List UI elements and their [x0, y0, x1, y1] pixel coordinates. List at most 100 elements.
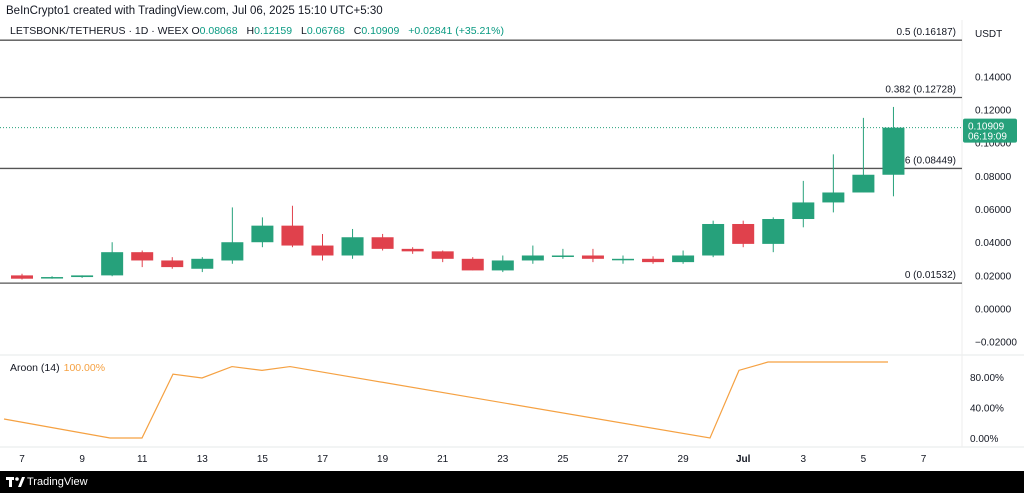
candle-19 [581, 248, 604, 263]
candles[interactable] [11, 106, 905, 280]
candle-body-8 [251, 225, 274, 243]
candle-3 [101, 242, 124, 277]
candle-20 [612, 255, 634, 264]
aroon-value: 100.00% [63, 362, 106, 374]
price-tick-1: 0.12000 [975, 106, 1012, 117]
candle-body-23 [702, 223, 725, 256]
price-tick-6: 0.02000 [975, 271, 1012, 282]
candle-10 [311, 233, 334, 261]
tradingview-logo-icon [6, 477, 25, 487]
candle-13 [401, 247, 424, 254]
candle-body-9 [281, 225, 304, 246]
time-label-15: 7 [921, 454, 927, 465]
candle-body-7 [221, 242, 244, 261]
candle-body-0 [11, 275, 33, 279]
candle-body-21 [642, 258, 665, 263]
time-label-3: 13 [197, 454, 209, 465]
candle-28 [852, 117, 875, 193]
tradingview-footer: TradingView [0, 471, 1024, 493]
candle-21 [642, 256, 665, 264]
candle-2 [71, 275, 94, 278]
close-value: 0.10909 [361, 25, 400, 37]
time-label-1: 9 [79, 454, 85, 465]
low-label: L [301, 25, 307, 37]
time-label-4: 15 [257, 454, 269, 465]
candle-16 [491, 255, 514, 273]
candle-24 [732, 220, 755, 248]
time-label-13: 3 [801, 454, 807, 465]
candle-body-24 [732, 223, 755, 244]
time-label-12: Jul [736, 454, 751, 465]
low-value: 0.06768 [306, 25, 345, 37]
candle-body-16 [491, 260, 514, 271]
candle-body-26 [792, 202, 815, 220]
candle-body-4 [131, 252, 154, 261]
candle-body-17 [521, 255, 544, 261]
candle-11 [341, 228, 364, 259]
price-axis[interactable]: USDT 0.14000 0.12000 0.10000 0.08000 0.06000 0… [963, 29, 1017, 349]
aroon-tick-1: 40.00% [970, 404, 1004, 415]
chart-credit: BeInCrypto1 created with TradingView.com… [6, 5, 383, 17]
symbol-ohlc-line: LETSBONK/TETHERUS · 1D · WEEX O0.08068 H… [10, 25, 504, 37]
time-axis[interactable]: 7 9 11 13 15 17 19 21 23 25 27 29 Jul 3 5 7 [19, 454, 927, 465]
candle-7 [221, 207, 244, 264]
candle-body-10 [311, 245, 334, 256]
candle-body-22 [672, 255, 695, 263]
grid [0, 20, 1024, 448]
candle-body-12 [371, 237, 394, 249]
candle-9 [281, 205, 304, 248]
bar-countdown: 06:19:09 [968, 132, 1007, 143]
aroon-legend[interactable]: Aroon (14) 100.00% [10, 362, 105, 374]
time-label-7: 21 [437, 454, 449, 465]
fib-label-1: 0.382 (0.12728) [885, 85, 956, 96]
candle-body-11 [341, 237, 364, 256]
candle-17 [521, 245, 544, 264]
time-label-6: 19 [377, 454, 389, 465]
aroon-tick-0: 80.00% [970, 373, 1004, 384]
last-price-value: 0.10909 [968, 122, 1005, 133]
candle-body-18 [551, 255, 574, 257]
candle-15 [461, 257, 484, 271]
price-chart[interactable]: 0.5 (0.16187) 0.382 (0.12728) 36 (0.08449)… [0, 0, 1024, 471]
candle-body-5 [161, 260, 184, 268]
tradingview-brand: TradingView [27, 476, 88, 488]
high-value: 0.12159 [254, 25, 293, 37]
candle-body-19 [581, 255, 604, 259]
last-price-badge [963, 118, 1017, 143]
time-label-9: 25 [557, 454, 569, 465]
aroon-up-line [3, 361, 888, 439]
time-label-2: 11 [137, 454, 148, 465]
aroon-tick-2: 0.00% [970, 434, 998, 445]
candle-12 [371, 233, 394, 251]
candle-5 [161, 257, 184, 269]
candle-8 [251, 217, 274, 248]
price-tick-2: 0.10000 [975, 139, 1012, 150]
close-label: C [353, 25, 362, 37]
time-label-11: 29 [678, 454, 690, 465]
candle-body-13 [401, 248, 424, 252]
candle-body-15 [461, 258, 484, 271]
candle-6 [191, 257, 214, 273]
candle-body-20 [612, 258, 634, 261]
candle-26 [792, 180, 815, 228]
aroon-title: Aroon (14) [10, 362, 60, 374]
candle-body-6 [191, 258, 214, 269]
price-tick-8: −0.02000 [975, 338, 1017, 349]
candle-1 [41, 276, 64, 279]
high-label: H [246, 25, 255, 37]
candle-4 [131, 250, 154, 268]
candle-0 [11, 273, 33, 280]
candle-body-25 [762, 219, 785, 244]
aroon-pane[interactable]: 80.00% 40.00% 0.00% [3, 361, 1004, 445]
open-label: O [191, 25, 200, 37]
fib-label-2: 36 (0.08449) [899, 155, 956, 166]
candle-23 [702, 220, 725, 258]
price-axis-unit: USDT [975, 29, 1002, 40]
candle-body-3 [101, 252, 124, 276]
candle-22 [672, 250, 695, 264]
time-label-5: 17 [317, 454, 329, 465]
symbol-name: LETSBONK/TETHERUS · 1D · WEEX [10, 25, 189, 37]
time-label-0: 7 [19, 454, 25, 465]
candle-25 [762, 217, 785, 253]
